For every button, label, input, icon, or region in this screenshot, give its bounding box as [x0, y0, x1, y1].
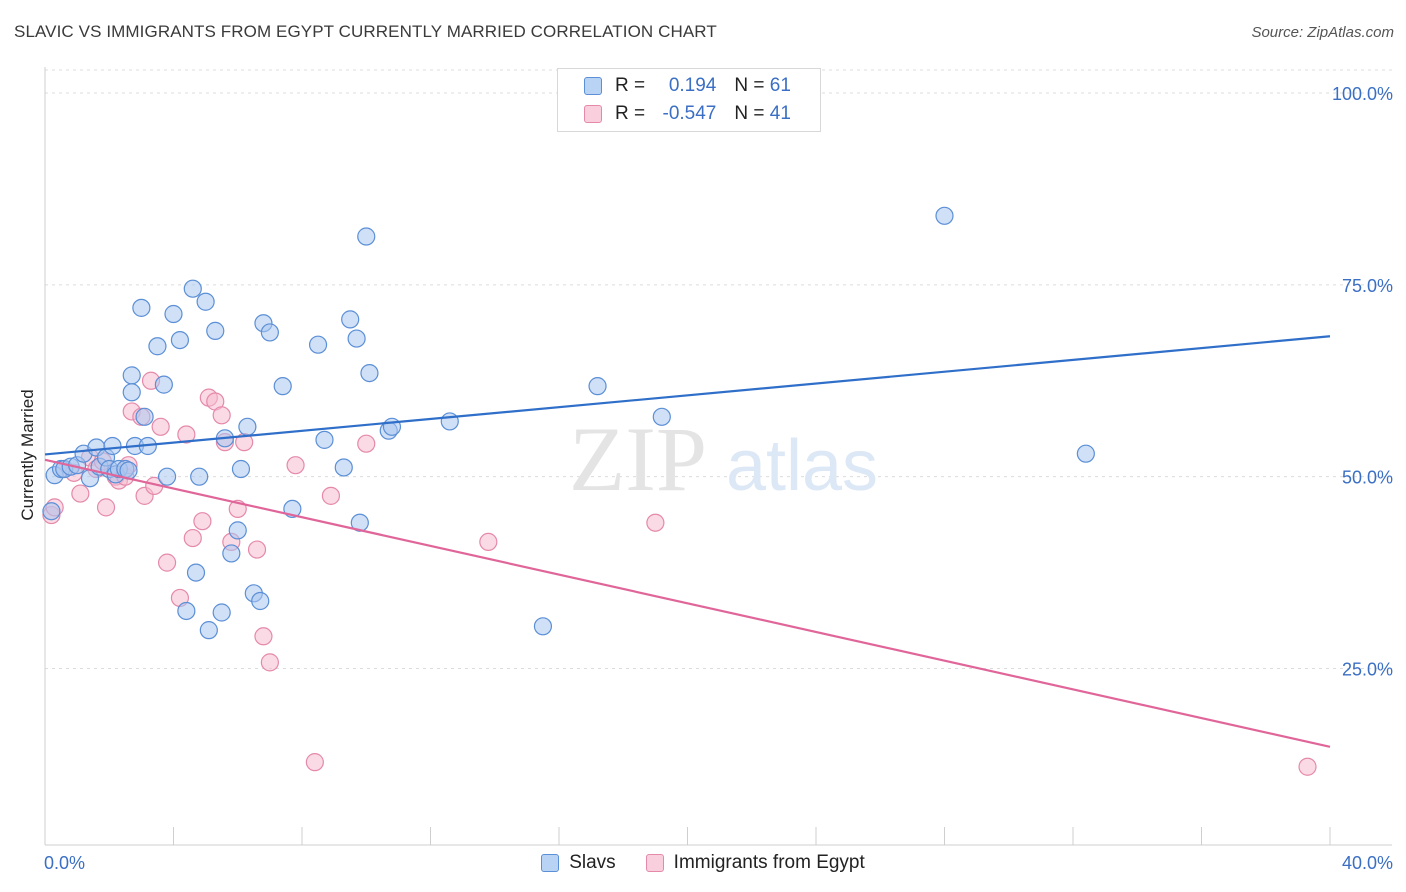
- egypt-point: [321, 486, 341, 505]
- egypt-point: [212, 406, 231, 425]
- slavs-point: [157, 467, 177, 486]
- slavs-point: [206, 321, 225, 340]
- legend-n-value: 41: [769, 103, 791, 124]
- trend-lines: [44, 335, 1331, 748]
- egypt-point: [646, 513, 665, 532]
- egypt-point: [1298, 757, 1317, 776]
- legend-n-value: 61: [769, 75, 791, 96]
- slavs-point: [440, 412, 459, 431]
- y-tick-label: 25.0%: [1342, 660, 1393, 680]
- slavs-point: [228, 521, 247, 540]
- slavs-point: [360, 363, 379, 383]
- slavs-point: [183, 279, 202, 298]
- egypt-point: [96, 498, 116, 517]
- bottom-legend: Slavs Immigrants from Egypt: [0, 852, 1406, 874]
- slavs-point: [190, 467, 209, 486]
- bottom-legend-swatch-egypt: [645, 854, 664, 872]
- egypt-point: [151, 417, 170, 436]
- legend-box: R = 0.194 N = 61 R = -0.547 N = 41: [557, 68, 821, 132]
- legend-row-slavs: R = 0.194 N = 61: [584, 73, 791, 99]
- slavs-point: [935, 206, 954, 225]
- y-tick-label: 100.0%: [1332, 84, 1393, 104]
- slavs-point: [132, 298, 151, 317]
- watermark: ZIP atlas: [569, 408, 878, 510]
- slavs-point: [588, 377, 607, 396]
- y-tick-label: 75.0%: [1342, 276, 1393, 296]
- bottom-legend-egypt: Immigrants from Egypt: [645, 852, 865, 874]
- slavs-point: [273, 377, 292, 396]
- slavs-point: [315, 430, 334, 449]
- egypt-point: [183, 528, 202, 548]
- egypt-point: [157, 553, 177, 572]
- slavs-point: [42, 502, 61, 521]
- x-tick-label: 40.0%: [1342, 853, 1393, 873]
- egypt-point: [260, 653, 279, 672]
- slavs-trend-line: [44, 335, 1331, 456]
- bottom-legend-swatch-slavs: [541, 854, 560, 872]
- slavs-point: [135, 407, 154, 426]
- egypt-point: [254, 627, 273, 646]
- egypt-point: [247, 540, 267, 559]
- slavs-point: [148, 337, 167, 356]
- slavs-point: [222, 544, 241, 563]
- slavs-point: [170, 330, 190, 350]
- legend-n-label: N =: [734, 75, 770, 96]
- slavs-point: [1076, 444, 1095, 463]
- slavs-point: [212, 603, 231, 622]
- slavs-point: [154, 375, 173, 394]
- egypt-point: [71, 484, 90, 503]
- slavs-point: [260, 323, 279, 342]
- egypt-point: [305, 753, 324, 772]
- tick-labels: 100.0% 75.0% 50.0% 25.0% 0.0% 40.0%: [44, 84, 1393, 873]
- source-label: Source: ZipAtlas.com: [1251, 24, 1394, 41]
- axes: [44, 67, 1392, 846]
- egypt-point: [286, 456, 305, 475]
- legend-r-value: 0.194: [668, 75, 717, 96]
- slavs-point: [122, 366, 141, 385]
- x-tick-label: 0.0%: [44, 853, 85, 873]
- egypt-point: [479, 532, 498, 552]
- y-tick-label: 50.0%: [1342, 468, 1393, 488]
- chart-title: SLAVIC VS IMMIGRANTS FROM EGYPT CURRENTL…: [14, 22, 717, 41]
- slavs-point: [357, 227, 376, 246]
- bottom-legend-slavs: Slavs: [541, 852, 616, 874]
- watermark-zip: ZIP: [569, 408, 707, 510]
- egypt-trend-line: [44, 458, 1331, 748]
- watermark-atlas: atlas: [726, 426, 878, 506]
- bottom-legend-label-egypt: Immigrants from Egypt: [673, 852, 865, 873]
- legend-r-label: R =: [615, 75, 651, 96]
- series-slavs-points: [42, 206, 1095, 640]
- slavs-point: [341, 310, 360, 329]
- legend-n-label: N =: [734, 103, 770, 124]
- slavs-point: [308, 335, 328, 354]
- gridlines: [45, 69, 1392, 670]
- slavs-point: [334, 458, 353, 477]
- legend-row-egypt: R = -0.547 N = 41: [584, 101, 791, 127]
- egypt-point: [357, 434, 376, 453]
- slavs-point: [186, 563, 206, 582]
- slavs-point: [196, 292, 215, 311]
- slavs-point: [652, 407, 671, 426]
- slavs-point: [238, 417, 257, 436]
- egypt-point: [177, 425, 196, 444]
- slavs-point: [347, 329, 366, 348]
- bottom-legend-label-slavs: Slavs: [569, 852, 616, 873]
- slavs-point: [103, 436, 122, 456]
- legend-r-label: R =: [615, 103, 651, 124]
- egypt-point: [193, 512, 212, 531]
- legend-r-value: -0.547: [662, 103, 717, 124]
- slavs-point: [251, 591, 270, 611]
- legend-swatch-egypt: [584, 105, 602, 123]
- slavs-point: [382, 417, 402, 436]
- legend-swatch-slavs: [584, 77, 602, 95]
- slavs-point: [533, 617, 553, 636]
- slavs-point: [177, 601, 196, 621]
- slavs-point: [122, 383, 141, 402]
- slavs-point: [231, 459, 251, 479]
- slavs-point: [199, 621, 218, 640]
- slavs-point: [164, 304, 183, 324]
